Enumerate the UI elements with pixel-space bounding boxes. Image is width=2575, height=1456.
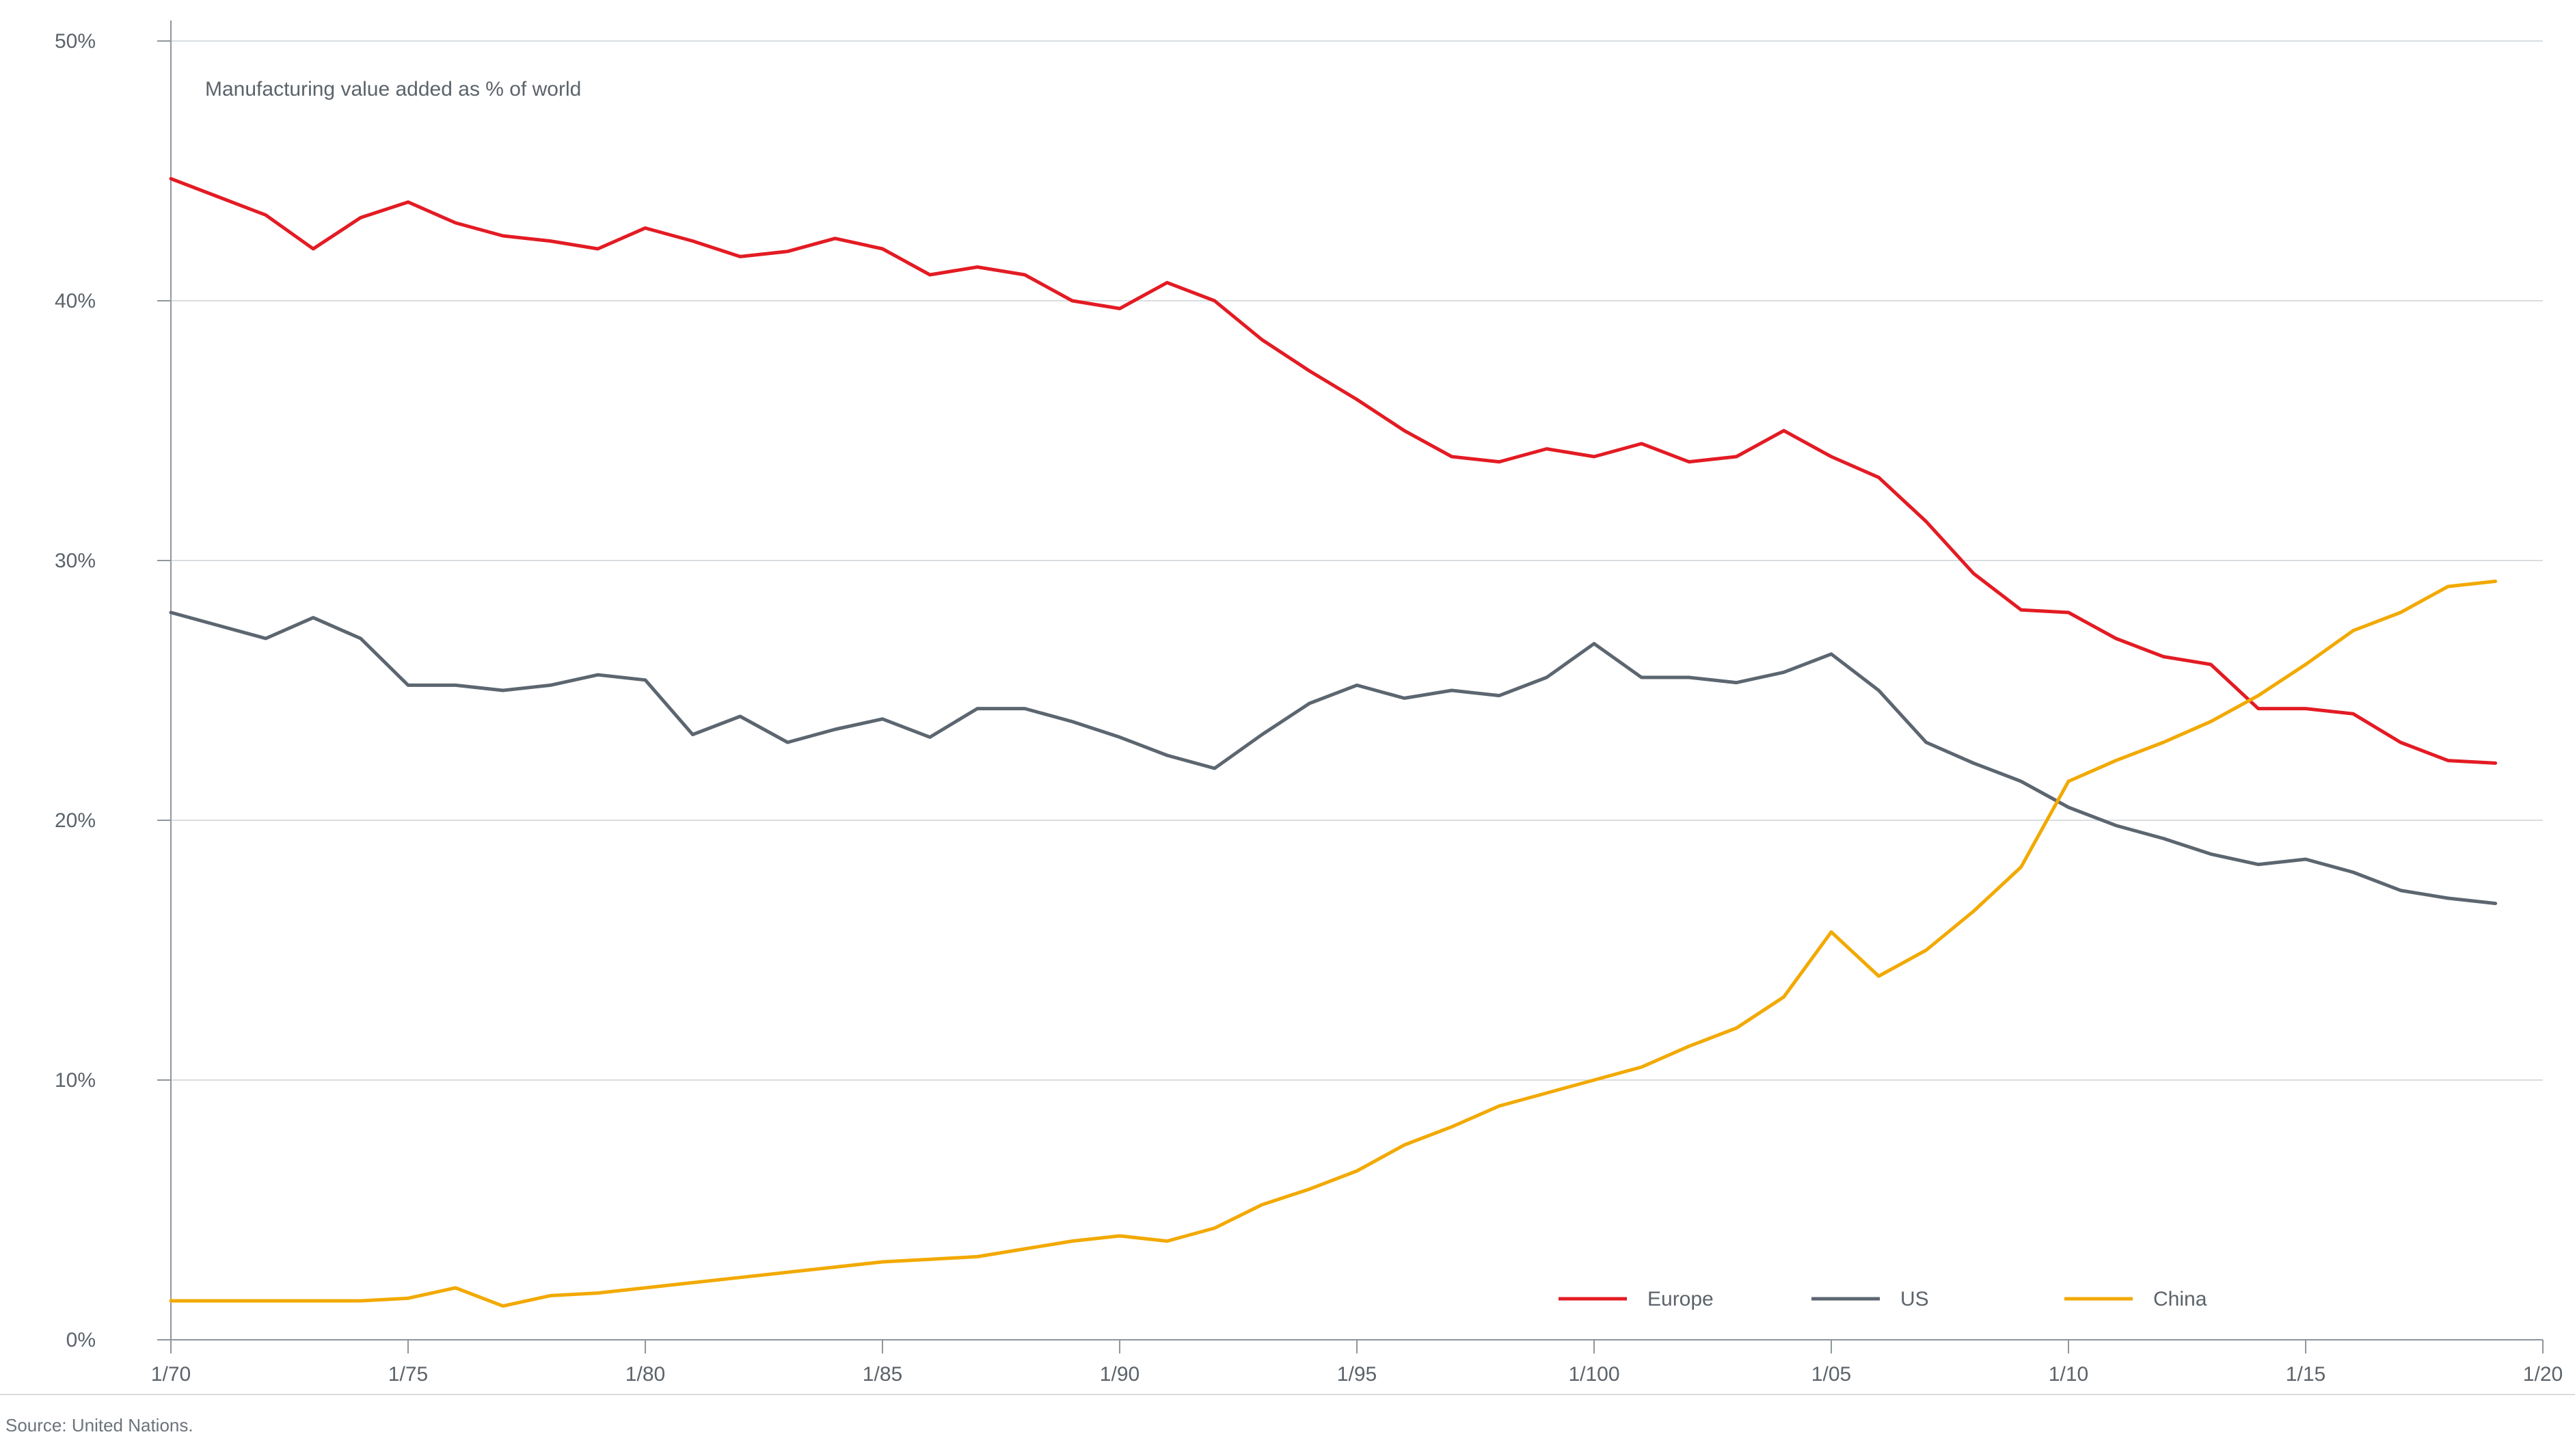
chart-container: 0% 10% 20% 30% 40% 50% 1/70 1/75 1/80 1/85 1/90 1/9… [0, 0, 2575, 1456]
x-axis-label: 1/90 [1100, 1363, 1140, 1386]
x-axis-label: 1/10 [2049, 1363, 2088, 1386]
legend-label-us: US [1900, 1288, 1929, 1310]
legend-label-china: China [2153, 1288, 2207, 1310]
x-axis-label: 1/75 [388, 1363, 428, 1386]
x-axis-label: 1/80 [625, 1363, 665, 1386]
chart-background [0, 0, 2575, 1456]
x-axis-label: 1/85 [863, 1363, 902, 1386]
y-axis-label: 10% [55, 1069, 96, 1092]
y-axis-label: 30% [55, 550, 96, 572]
legend-label-europe: Europe [1647, 1288, 1714, 1310]
y-axis-label: 0% [66, 1329, 96, 1351]
x-axis-label: 1/100 [1568, 1363, 1619, 1386]
x-axis-label: 1/20 [2523, 1363, 2563, 1386]
source-note: Source: United Nations. [0, 1394, 193, 1456]
y-axis-label: 20% [55, 809, 96, 832]
chart-subtitle: Manufacturing value added as % of world [205, 78, 581, 100]
x-axis-label: 1/70 [151, 1363, 191, 1386]
y-axis-label: 40% [55, 290, 96, 312]
x-axis-label: 1/05 [1811, 1363, 1851, 1386]
y-axis-label: 50% [55, 30, 96, 53]
x-axis-label: 1/95 [1337, 1363, 1377, 1386]
x-axis-label: 1/15 [2286, 1363, 2325, 1386]
line-chart: 0% 10% 20% 30% 40% 50% 1/70 1/75 1/80 1/85 1/90 1/9… [0, 0, 2575, 1456]
